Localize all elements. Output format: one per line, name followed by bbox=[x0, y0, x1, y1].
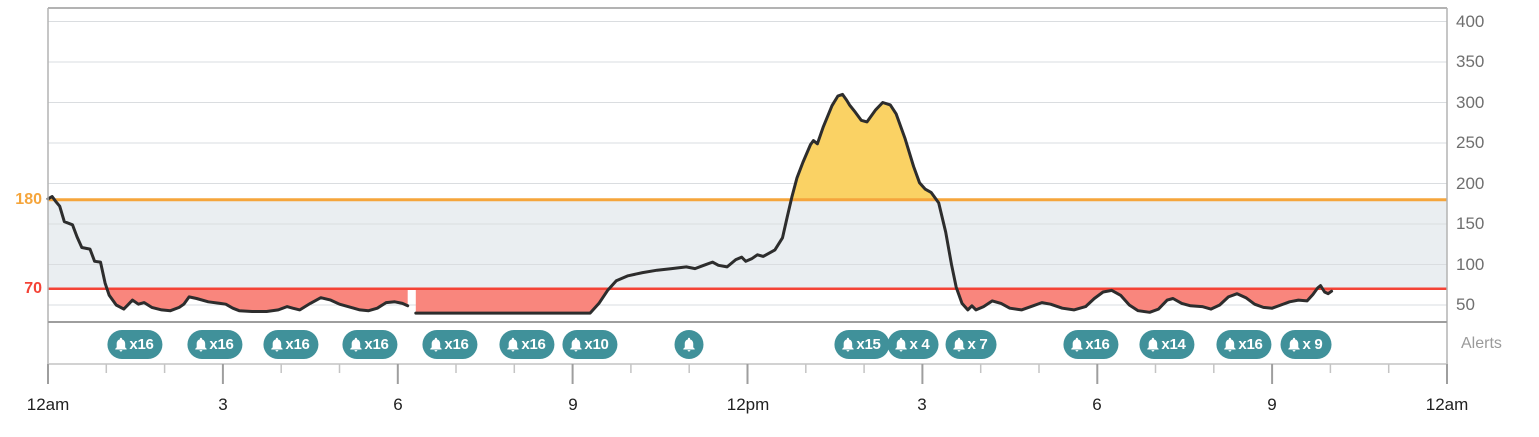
alert-badge[interactable]: x 7 bbox=[945, 330, 997, 359]
bell-icon bbox=[683, 337, 695, 352]
alert-count-label: x16 bbox=[444, 336, 469, 353]
alert-badge[interactable]: x16 bbox=[107, 330, 163, 359]
high-threshold-label: 180 bbox=[15, 191, 42, 208]
x-tick-label: 6 bbox=[1092, 395, 1102, 414]
y-tick-label: 150 bbox=[1456, 214, 1485, 233]
alert-badge[interactable]: x16 bbox=[187, 330, 243, 359]
bell-icon bbox=[115, 337, 127, 352]
x-tick-label: 3 bbox=[218, 395, 228, 414]
alerts-row-label: Alerts bbox=[1461, 335, 1502, 352]
alert-badge[interactable]: x16 bbox=[499, 330, 555, 359]
above-high-fill bbox=[791, 94, 937, 200]
alert-count-label: x10 bbox=[584, 336, 609, 353]
bell-icon bbox=[1288, 337, 1300, 352]
bell-icon bbox=[953, 337, 965, 352]
alert-badge[interactable]: x 4 bbox=[887, 330, 939, 359]
alert-count-label: x16 bbox=[1085, 336, 1110, 353]
x-tick-label: 9 bbox=[1267, 395, 1277, 414]
x-tick-label: 3 bbox=[917, 395, 927, 414]
bell-icon bbox=[1071, 337, 1083, 352]
alert-badge[interactable]: x16 bbox=[422, 330, 478, 359]
alert-count-label: x15 bbox=[856, 336, 881, 353]
bell-icon bbox=[195, 337, 207, 352]
x-tick-label: 12am bbox=[1425, 395, 1469, 414]
alert-count-label: x14 bbox=[1161, 336, 1186, 353]
bell-icon bbox=[1147, 337, 1159, 352]
alert-badge[interactable]: x16 bbox=[1063, 330, 1119, 359]
alert-badge[interactable]: x14 bbox=[1139, 330, 1195, 359]
alert-count-label: x16 bbox=[129, 336, 154, 353]
alert-count-label: x16 bbox=[521, 336, 546, 353]
alert-count-label: x16 bbox=[285, 336, 310, 353]
x-tick-label: 9 bbox=[568, 395, 578, 414]
y-tick-label: 100 bbox=[1456, 255, 1485, 274]
low-threshold-label: 70 bbox=[24, 280, 42, 297]
alert-badge[interactable] bbox=[674, 330, 704, 359]
glucose-trace-line bbox=[46, 195, 410, 313]
bell-icon bbox=[350, 337, 362, 352]
bell-icon bbox=[570, 337, 582, 352]
below-low-fill bbox=[956, 288, 1317, 313]
y-tick-label: 300 bbox=[1456, 93, 1485, 112]
alert-count-label: x16 bbox=[364, 336, 389, 353]
alert-badge[interactable]: x15 bbox=[834, 330, 890, 359]
alert-badge[interactable]: x 9 bbox=[1280, 330, 1332, 359]
alert-badge[interactable]: x16 bbox=[1216, 330, 1272, 359]
alert-count-label: x 4 bbox=[909, 336, 930, 353]
alert-count-label: x16 bbox=[209, 336, 234, 353]
y-tick-label: 50 bbox=[1456, 295, 1475, 314]
alert-badge[interactable]: x16 bbox=[342, 330, 398, 359]
y-tick-label: 250 bbox=[1456, 133, 1485, 152]
bell-icon bbox=[507, 337, 519, 352]
x-tick-label: 12am bbox=[26, 395, 70, 414]
bell-icon bbox=[430, 337, 442, 352]
alert-badge[interactable]: x16 bbox=[263, 330, 319, 359]
bell-icon bbox=[271, 337, 283, 352]
y-tick-label: 400 bbox=[1456, 12, 1485, 31]
y-tick-label: 200 bbox=[1456, 174, 1485, 193]
x-tick-label: 6 bbox=[393, 395, 403, 414]
alert-count-label: x 7 bbox=[967, 336, 988, 353]
target-range-band bbox=[48, 199, 1447, 289]
below-low-fill bbox=[107, 288, 408, 312]
alert-count-label: x16 bbox=[1238, 336, 1263, 353]
alert-badge[interactable]: x10 bbox=[562, 330, 618, 359]
bell-icon bbox=[1224, 337, 1236, 352]
alert-count-label: x 9 bbox=[1302, 336, 1323, 353]
below-low-fill bbox=[415, 288, 610, 314]
glucose-trace-line bbox=[414, 92, 1334, 315]
x-tick-label: 12pm bbox=[726, 395, 770, 414]
y-tick-label: 350 bbox=[1456, 52, 1485, 71]
bell-icon bbox=[895, 337, 907, 352]
bell-icon bbox=[842, 337, 854, 352]
